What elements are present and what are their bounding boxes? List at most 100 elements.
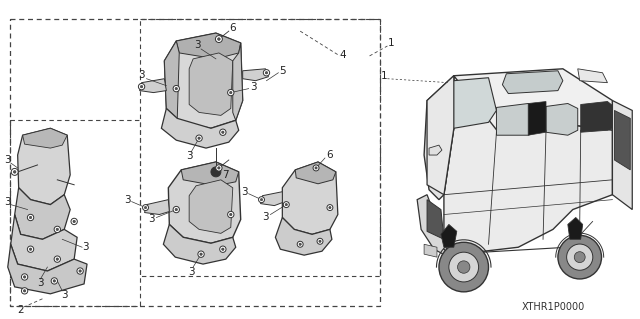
Polygon shape [145,200,170,214]
Circle shape [140,85,143,88]
Circle shape [285,204,287,206]
Polygon shape [189,53,233,115]
Polygon shape [163,225,236,264]
Bar [10,19,380,306]
Circle shape [71,218,77,225]
Text: 3: 3 [148,214,155,225]
Polygon shape [427,200,444,239]
Circle shape [221,131,224,133]
Text: 2: 2 [17,305,24,315]
Circle shape [56,228,58,231]
Text: 3: 3 [4,197,11,207]
Polygon shape [417,195,449,257]
Circle shape [218,167,220,169]
Text: 3: 3 [250,82,257,92]
Circle shape [218,38,220,41]
Circle shape [145,206,147,209]
Circle shape [449,252,479,282]
Polygon shape [429,145,442,155]
Text: 1: 1 [388,38,395,48]
Circle shape [24,276,26,278]
Circle shape [28,214,34,221]
Polygon shape [275,218,332,255]
Polygon shape [612,100,632,210]
Polygon shape [454,69,612,132]
Polygon shape [528,101,546,135]
Polygon shape [578,69,607,83]
Text: 3: 3 [61,290,68,300]
Circle shape [228,89,234,96]
Polygon shape [140,79,166,93]
Circle shape [230,91,232,94]
Circle shape [558,235,602,279]
Text: 6: 6 [230,23,236,33]
Polygon shape [161,108,239,148]
Polygon shape [22,128,67,148]
Polygon shape [441,225,457,247]
Circle shape [329,206,331,209]
Text: 5: 5 [279,66,285,76]
Text: 3: 3 [186,151,193,161]
Text: 3: 3 [4,155,11,165]
Circle shape [319,240,321,242]
Circle shape [297,241,303,247]
Polygon shape [260,192,282,205]
Circle shape [228,211,234,218]
Polygon shape [168,162,241,243]
Circle shape [175,208,177,211]
Polygon shape [164,41,179,118]
Circle shape [29,216,32,219]
Circle shape [21,288,28,294]
Text: 3: 3 [188,267,195,277]
Circle shape [173,85,179,92]
Circle shape [77,268,83,274]
Circle shape [24,290,26,292]
Circle shape [143,204,148,211]
Circle shape [221,248,224,250]
Circle shape [315,167,317,169]
Circle shape [138,84,145,90]
Text: XTHR1P0000: XTHR1P0000 [522,302,584,312]
Polygon shape [546,103,578,135]
Polygon shape [282,162,338,234]
Circle shape [53,280,56,282]
Polygon shape [233,43,243,120]
Polygon shape [18,128,70,204]
Text: 6: 6 [326,150,333,160]
Circle shape [574,252,585,263]
Circle shape [173,206,179,213]
Polygon shape [243,69,268,81]
Circle shape [284,202,289,208]
Circle shape [327,204,333,211]
Circle shape [220,246,226,252]
Circle shape [21,274,28,280]
Polygon shape [431,78,497,128]
Polygon shape [181,162,239,186]
Polygon shape [444,76,612,254]
Polygon shape [424,244,437,257]
Polygon shape [164,33,243,128]
Text: 4: 4 [339,50,346,60]
Circle shape [211,167,221,177]
Circle shape [259,197,264,203]
Circle shape [56,258,58,260]
Circle shape [79,270,81,272]
Text: 1: 1 [381,71,388,81]
Circle shape [51,278,58,284]
Circle shape [230,213,232,216]
Circle shape [220,129,226,135]
Circle shape [216,165,222,171]
Polygon shape [295,162,336,184]
Circle shape [28,246,34,252]
Text: 3: 3 [82,242,88,252]
Circle shape [54,226,60,233]
Polygon shape [424,76,454,200]
Circle shape [265,71,268,74]
Text: 3: 3 [37,278,44,288]
Polygon shape [176,33,241,59]
Text: 3: 3 [138,70,145,80]
Circle shape [198,251,204,257]
Bar [10,120,140,306]
Polygon shape [580,101,612,132]
Circle shape [29,248,32,250]
